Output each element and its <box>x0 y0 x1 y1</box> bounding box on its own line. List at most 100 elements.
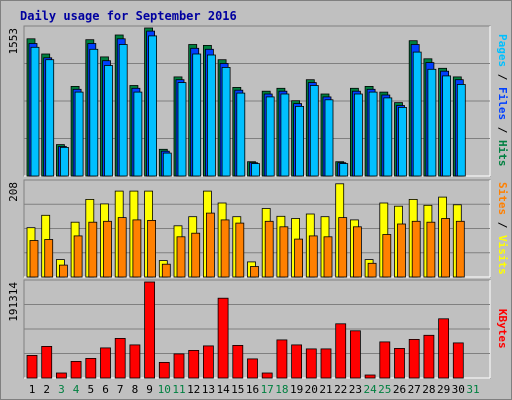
bar-sites <box>426 221 436 278</box>
x-tick-label: 9 <box>146 383 153 396</box>
y-max-label: 1553 <box>7 28 20 55</box>
x-tick-label: 16 <box>246 383 259 396</box>
bar-kbytes <box>408 338 420 379</box>
y-max-label: 208 <box>7 182 20 202</box>
bar-kbytes <box>70 360 82 379</box>
bar-pages <box>206 54 216 177</box>
bar-sites <box>367 262 377 278</box>
y-max-label: 191314 <box>7 282 20 322</box>
bar-sites <box>191 232 201 278</box>
bar-kbytes <box>379 341 391 379</box>
bar-sites <box>59 264 68 278</box>
bar-pages <box>133 91 143 177</box>
bar-sites <box>103 220 112 278</box>
x-tick-label: 7 <box>117 383 124 396</box>
panel-visits-sites: 208 Sites / Visits <box>7 179 509 278</box>
bar-sites <box>338 217 348 278</box>
bar-pages <box>45 59 55 177</box>
bar-kbytes <box>173 353 185 379</box>
series-pages <box>30 35 466 177</box>
x-tick-label: 25 <box>378 383 391 396</box>
bar-sites <box>264 220 274 278</box>
bar-sites <box>88 221 98 278</box>
bar-kbytes <box>158 361 170 379</box>
x-tick-label: 12 <box>187 383 200 396</box>
bar-sites <box>250 266 259 278</box>
bar-kbytes <box>423 334 435 379</box>
bar-kbytes <box>394 347 405 379</box>
bar-kbytes <box>364 374 376 379</box>
bar-kbytes <box>188 349 200 379</box>
x-tick-label: 21 <box>319 383 332 396</box>
bar-pages <box>383 97 393 177</box>
bar-kbytes <box>320 348 332 379</box>
chart-title: Daily usage for September 2016 <box>20 9 237 23</box>
bar-sites <box>117 217 127 278</box>
series-kbytes <box>26 281 464 379</box>
bar-kbytes <box>349 330 361 379</box>
bar-sites <box>397 223 406 278</box>
bar-pages <box>148 35 158 177</box>
bar-pages <box>89 48 99 177</box>
bar-kbytes <box>144 281 156 379</box>
legend-separator: / <box>496 120 509 140</box>
legend: KBytes <box>496 309 509 349</box>
panel-hits-files-pages: 1553 Pages / Files / Hits <box>7 25 509 177</box>
bar-sites <box>323 236 333 278</box>
bar-sites <box>29 240 39 278</box>
bar-sites <box>161 263 171 278</box>
bar-sites <box>382 234 392 278</box>
x-tick-label: 6 <box>102 383 109 396</box>
bar-sites <box>235 222 245 278</box>
x-tick-label: 20 <box>305 383 318 396</box>
bar-sites <box>294 238 304 278</box>
x-tick-label: 23 <box>349 383 362 396</box>
bar-pages <box>280 93 290 177</box>
x-tick-label: 24 <box>363 383 377 396</box>
panel-kbytes: 191314 KBytes <box>7 279 509 379</box>
legend-kbytes: KBytes <box>496 309 509 349</box>
legend-hits-files-pages: Pages / Files / Hits <box>496 34 509 167</box>
bar-kbytes <box>291 344 303 379</box>
x-tick-label: 15 <box>231 383 244 396</box>
x-tick-label: 11 <box>172 383 185 396</box>
bar-kbytes <box>85 357 97 379</box>
bar-kbytes <box>305 348 317 379</box>
bar-pages <box>295 106 305 177</box>
legend: Pages / Files / Hits <box>496 34 509 167</box>
bar-sites <box>220 219 230 278</box>
x-tick-label: 30 <box>452 383 465 396</box>
legend-separator: / <box>496 215 509 235</box>
x-axis: 1 2 3 4 5 6 7 8 9 10 11 12 13 14 15 16 17 18 19 20 21 22 23 24 2… <box>29 383 480 396</box>
bar-pages <box>324 99 334 177</box>
legend-sites: Sites <box>496 182 509 215</box>
bar-pages <box>309 85 319 177</box>
bar-pages <box>104 65 113 177</box>
bar-pages <box>353 93 363 177</box>
x-tick-label: 22 <box>334 383 347 396</box>
legend-files: Files <box>496 87 509 120</box>
bar-kbytes <box>100 347 111 379</box>
series-sites <box>29 212 465 278</box>
bar-kbytes <box>247 358 258 379</box>
bar-sites <box>279 226 289 278</box>
chart-panels: 1553 Pages / Files / Hits 208 Sites / Visit… <box>7 25 509 379</box>
bar-pages <box>236 92 246 177</box>
bar-pages <box>192 53 202 177</box>
bar-kbytes <box>335 323 347 379</box>
bar-kbytes <box>276 339 288 379</box>
bar-pages <box>74 91 84 177</box>
bar-sites <box>308 235 318 278</box>
bar-kbytes <box>232 344 244 379</box>
legend-pages: Pages <box>496 34 509 67</box>
bar-sites <box>411 220 421 278</box>
legend-visits: Visits <box>496 235 509 275</box>
bar-kbytes <box>129 344 141 379</box>
bar-pages <box>221 67 231 177</box>
bar-pages <box>30 46 40 177</box>
legend-hits: Hits <box>496 140 509 167</box>
x-tick-label: 13 <box>202 383 215 396</box>
x-tick-label: 26 <box>393 383 406 396</box>
bar-sites <box>147 219 157 278</box>
bar-kbytes <box>261 372 273 379</box>
